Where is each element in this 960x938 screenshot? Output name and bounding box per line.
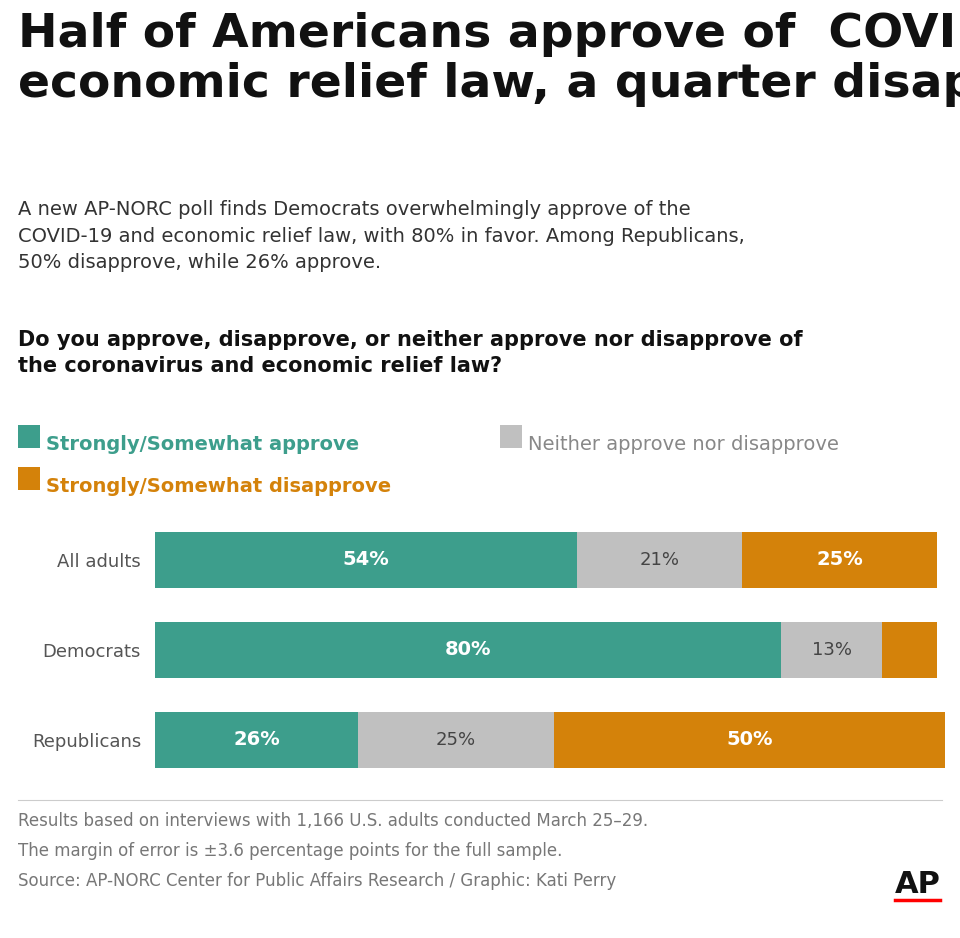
Text: 13%: 13% [811,641,852,658]
Bar [742,532,937,587]
Text: Neither approve nor disapprove: Neither approve nor disapprove [528,435,839,454]
Bar [554,712,945,768]
Text: Half of Americans approve of  COVID and
economic relief law, a quarter disapprov: Half of Americans approve of COVID and e… [18,12,960,107]
Bar [155,712,358,768]
Bar [358,712,554,768]
Bar [780,622,882,677]
Text: The margin of error is ±3.6 percentage points for the full sample.: The margin of error is ±3.6 percentage p… [18,842,563,860]
Bar [155,532,577,587]
Text: 80%: 80% [444,641,492,659]
Text: Source: AP-NORC Center for Public Affairs Research / Graphic: Kati Perry: Source: AP-NORC Center for Public Affair… [18,872,616,890]
Text: 21%: 21% [639,551,680,568]
Text: Strongly/Somewhat disapprove: Strongly/Somewhat disapprove [46,477,391,496]
Bar [155,622,780,677]
Bar [882,622,937,677]
Text: 54%: 54% [343,550,390,569]
Text: AP: AP [895,870,941,899]
Text: 25%: 25% [436,731,476,749]
Text: Strongly/Somewhat approve: Strongly/Somewhat approve [46,435,359,454]
Text: Do you approve, disapprove, or neither approve nor disapprove of
the coronavirus: Do you approve, disapprove, or neither a… [18,330,803,376]
Text: 25%: 25% [816,550,863,569]
Text: A new AP-NORC poll finds Democrats overwhelmingly approve of the
COVID-19 and ec: A new AP-NORC poll finds Democrats overw… [18,200,745,272]
Text: 50%: 50% [726,731,773,749]
Text: 26%: 26% [233,731,280,749]
Text: Results based on interviews with 1,166 U.S. adults conducted March 25–29.: Results based on interviews with 1,166 U… [18,812,648,830]
Bar [577,532,742,587]
